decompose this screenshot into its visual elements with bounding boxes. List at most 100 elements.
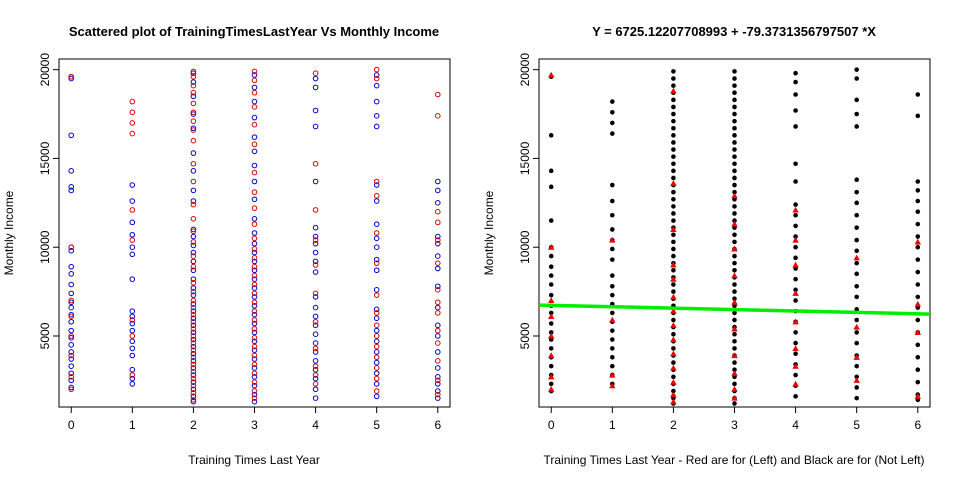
right-data-point (548, 282, 554, 287)
right-data-point (853, 354, 860, 360)
right-data-point (854, 189, 859, 195)
left-data-point (373, 221, 380, 227)
left-data-point (434, 208, 441, 215)
right-data-point (793, 108, 798, 113)
right-data-point (671, 76, 676, 81)
right-data-point (732, 260, 737, 266)
left-data-point (373, 359, 380, 366)
left-data-point (190, 279, 197, 286)
left-data-point (190, 253, 197, 259)
right-data-point (792, 318, 799, 325)
right-data-point (732, 175, 737, 181)
right-data-point (854, 97, 859, 103)
left-data-point (190, 93, 197, 100)
left-data-point (190, 201, 197, 208)
left-y-axis-label: Monthly Income (2, 190, 16, 275)
left-data-point (190, 187, 197, 194)
left-data-point (251, 308, 258, 314)
left-data-point (312, 375, 319, 382)
left-data-point (190, 340, 197, 346)
left-data-point (190, 398, 197, 405)
left-data-point (190, 118, 197, 124)
left-data-point (251, 379, 258, 385)
right-x-tick-label: 5 (853, 418, 860, 432)
right-data-point (915, 282, 921, 287)
left-data-point (373, 287, 380, 293)
left-data-point (190, 125, 197, 132)
right-data-point (915, 354, 921, 360)
left-data-point (373, 182, 380, 188)
right-data-point (731, 325, 738, 332)
right-data-point (548, 297, 555, 304)
left-data-point (190, 329, 197, 336)
right-x-tick-label: 6 (914, 418, 921, 432)
left-data-point (190, 311, 197, 318)
left-data-point (68, 73, 75, 80)
right-x-tick-label: 4 (792, 418, 799, 432)
left-data-point (373, 98, 380, 105)
left-data-point (434, 178, 441, 185)
left-x-tick-label: 3 (251, 418, 258, 432)
left-data-point (68, 349, 75, 355)
right-data-point (671, 168, 676, 174)
right-data-point (854, 111, 859, 117)
right-data-point (732, 161, 737, 167)
right-data-point (610, 212, 615, 218)
left-data-point (434, 200, 441, 206)
right-data-point (671, 282, 676, 287)
left-data-point (251, 255, 258, 261)
left-data-point (373, 66, 380, 73)
left-data-point (312, 290, 319, 297)
left-data-point (312, 258, 319, 265)
left-data-point (190, 350, 197, 357)
left-data-point (68, 327, 75, 334)
left-data-point (129, 109, 136, 116)
left-data-point (190, 73, 197, 80)
left-data-point (312, 269, 319, 275)
left-data-point (190, 382, 197, 389)
left-data-point (129, 198, 136, 204)
right-data-point (731, 386, 738, 392)
right-data-point (914, 300, 921, 307)
right-data-point (854, 395, 859, 401)
left-data-point (434, 187, 441, 194)
right-x-tick-label: 2 (670, 418, 677, 432)
left-data-point (434, 299, 441, 306)
right-data-point (732, 367, 737, 373)
left-data-point (251, 189, 258, 195)
right-data-point (610, 120, 615, 126)
right-data-point (671, 239, 676, 245)
right-data-point (609, 236, 616, 243)
left-data-point (68, 297, 75, 304)
right-data-point (610, 257, 615, 262)
left-data-point (190, 285, 197, 291)
left-y-tick-label: 20000 (38, 53, 52, 87)
left-data-point (434, 388, 441, 394)
left-data-point (190, 150, 197, 156)
right-data-point (732, 69, 737, 74)
right-data-point (854, 177, 859, 183)
right-data-point (610, 363, 615, 369)
left-data-point (373, 123, 380, 130)
right-data-point (854, 363, 859, 369)
right-data-point (610, 292, 615, 298)
left-data-point (190, 354, 197, 361)
left-data-point (190, 326, 197, 332)
right-data-point (915, 221, 921, 227)
left-data-point (190, 228, 197, 235)
right-data-point (548, 184, 554, 190)
right-data-point (732, 182, 737, 188)
right-data-point (854, 260, 859, 266)
right-data-point (732, 104, 737, 110)
left-x-axis-label: Training Times Last Year (188, 453, 320, 467)
right-y-axis: 5000 10000 15000 20000 (518, 53, 539, 349)
right-data-point (732, 133, 737, 138)
left-data-point (312, 207, 319, 213)
right-data-point (792, 290, 799, 296)
left-data-point (251, 329, 258, 336)
left-data-point (251, 148, 258, 155)
left-data-point (190, 315, 197, 322)
left-data-point (373, 75, 380, 82)
right-data-point (915, 113, 921, 119)
left-data-point (373, 244, 380, 251)
